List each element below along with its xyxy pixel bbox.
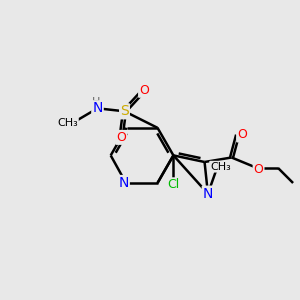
Text: S: S bbox=[120, 104, 129, 118]
Text: CH₃: CH₃ bbox=[210, 162, 231, 172]
Text: O: O bbox=[139, 84, 149, 97]
Text: O: O bbox=[254, 163, 263, 176]
Text: H: H bbox=[92, 97, 100, 107]
Text: Cl: Cl bbox=[167, 178, 179, 191]
Text: O: O bbox=[117, 131, 126, 144]
Text: O: O bbox=[237, 128, 247, 142]
Text: N: N bbox=[118, 176, 129, 190]
Text: N: N bbox=[203, 187, 213, 201]
Text: N: N bbox=[92, 101, 103, 115]
Text: CH₃: CH₃ bbox=[57, 118, 78, 128]
